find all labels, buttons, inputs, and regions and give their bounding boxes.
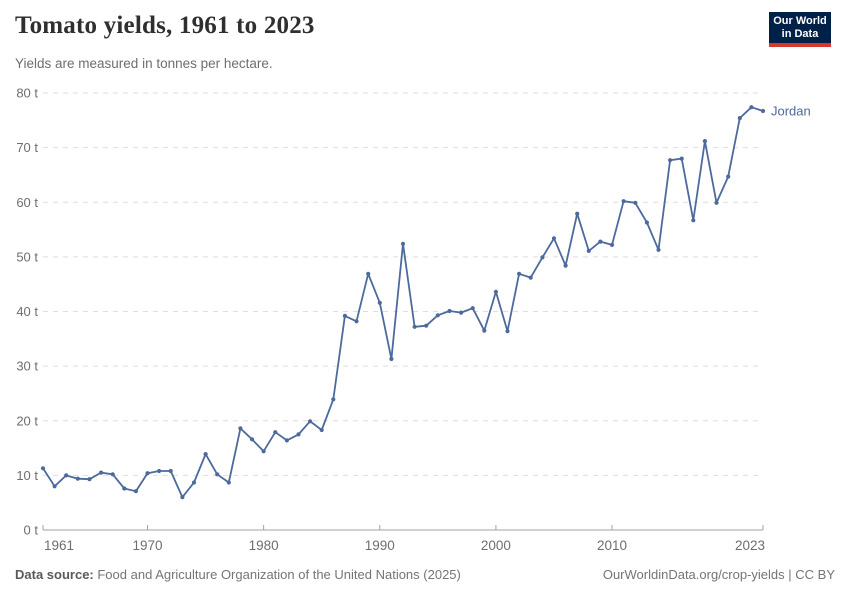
x-tick-label: 1990 (365, 538, 395, 553)
data-point[interactable] (621, 199, 626, 204)
data-source-note: Data source: Food and Agriculture Organi… (15, 565, 461, 585)
data-point[interactable] (586, 248, 591, 253)
data-point[interactable] (319, 427, 324, 433)
data-point[interactable] (412, 324, 417, 329)
data-point[interactable] (702, 139, 708, 144)
owid-logo-line1: Our World (773, 14, 827, 27)
owid-logo[interactable]: Our World in Data (769, 12, 831, 47)
data-point[interactable] (656, 247, 661, 252)
y-tick-label: 80 t (16, 86, 38, 101)
x-tick-label: 1980 (249, 538, 279, 553)
data-point[interactable] (737, 116, 742, 121)
data-point[interactable] (482, 328, 487, 333)
data-point[interactable] (366, 271, 371, 276)
chart-subtitle: Yields are measured in tonnes per hectar… (15, 56, 273, 71)
data-point[interactable] (668, 158, 673, 163)
data-point[interactable] (87, 477, 92, 482)
data-point[interactable] (296, 432, 301, 437)
data-point[interactable] (191, 480, 197, 485)
chart-footer: Data source: Food and Agriculture Organi… (15, 565, 835, 585)
data-point[interactable] (517, 271, 522, 276)
data-point[interactable] (760, 108, 766, 114)
data-point[interactable] (157, 468, 162, 474)
data-point[interactable] (215, 472, 220, 477)
data-point[interactable] (342, 313, 347, 318)
data-point[interactable] (389, 356, 394, 362)
data-point[interactable] (122, 486, 127, 491)
series-label-jordan[interactable]: Jordan (771, 104, 811, 119)
y-tick-label: 60 t (16, 195, 38, 210)
data-point[interactable] (540, 255, 545, 260)
data-point[interactable] (308, 419, 313, 424)
data-point[interactable] (75, 476, 80, 481)
data-point[interactable] (459, 310, 464, 315)
y-tick-label: 40 t (16, 304, 38, 319)
data-point[interactable] (470, 306, 475, 311)
data-point[interactable] (273, 430, 278, 435)
y-axis-labels: 0 t 10 t 20 t 30 t 40 t 50 t 60 t 70 t 80 t (16, 86, 38, 538)
x-tick-label: 1970 (132, 538, 162, 553)
owid-logo-line2: in Data (781, 27, 819, 40)
data-point[interactable] (505, 329, 510, 334)
data-point[interactable] (424, 323, 429, 328)
data-point[interactable] (691, 218, 696, 223)
data-point[interactable] (598, 239, 603, 244)
y-tick-label: 30 t (16, 359, 38, 374)
y-tick-label: 0 t (24, 523, 39, 538)
data-point[interactable] (633, 200, 638, 205)
data-line[interactable] (42, 106, 764, 499)
data-point[interactable] (331, 397, 336, 402)
data-point[interactable] (714, 200, 719, 205)
chart-area[interactable]: 0 t 10 t 20 t 30 t 40 t 50 t 60 t 70 t 80 t 1961 1… (0, 80, 850, 555)
data-point[interactable] (726, 174, 731, 179)
data-point[interactable] (261, 449, 266, 454)
owid-logo-text: Our World in Data (773, 15, 827, 41)
data-point[interactable] (749, 105, 754, 110)
y-tick-label: 70 t (16, 140, 38, 155)
x-axis: 1961 1970 1980 1990 2000 2010 2023 (42, 525, 765, 553)
series-jordan[interactable]: Jordan (40, 104, 811, 500)
data-point[interactable] (551, 236, 557, 241)
data-point[interactable] (284, 438, 289, 443)
x-tick-label: 1961 (44, 538, 74, 553)
data-point[interactable] (40, 466, 46, 471)
data-point[interactable] (609, 242, 615, 247)
page-title: Tomato yields, 1961 to 2023 (15, 12, 315, 39)
data-point[interactable] (528, 275, 533, 280)
data-point[interactable] (52, 484, 57, 489)
data-point[interactable] (168, 468, 173, 474)
x-tick-label: 2010 (597, 538, 627, 553)
data-point[interactable] (64, 473, 69, 478)
data-point[interactable] (145, 471, 150, 476)
data-point[interactable] (400, 241, 406, 246)
y-tick-label: 10 t (16, 468, 38, 483)
data-point[interactable] (575, 211, 580, 216)
data-source-text: Food and Agriculture Organization of the… (93, 567, 461, 582)
data-point[interactable] (226, 480, 231, 485)
data-point[interactable] (238, 426, 243, 431)
data-point[interactable] (563, 263, 568, 268)
data-point[interactable] (435, 313, 440, 318)
y-tick-label: 20 t (16, 413, 38, 428)
data-point[interactable] (249, 437, 255, 442)
x-tick-label: 2000 (481, 538, 511, 553)
x-tick-label: 2023 (735, 538, 765, 553)
data-point[interactable] (377, 300, 382, 305)
data-point[interactable] (133, 489, 138, 494)
attribution-link[interactable]: OurWorldinData.org/crop-yields | CC BY (602, 567, 835, 582)
data-point[interactable] (644, 220, 650, 225)
data-point[interactable] (447, 308, 452, 314)
data-point[interactable] (354, 319, 359, 324)
y-gridlines (43, 92, 763, 531)
data-point[interactable] (99, 470, 104, 475)
data-point[interactable] (679, 156, 684, 161)
data-point[interactable] (110, 472, 115, 477)
data-point[interactable] (180, 495, 185, 500)
data-source-label: Data source: (15, 567, 94, 582)
y-tick-label: 50 t (16, 249, 38, 264)
data-point[interactable] (493, 289, 498, 294)
data-point[interactable] (203, 452, 208, 457)
